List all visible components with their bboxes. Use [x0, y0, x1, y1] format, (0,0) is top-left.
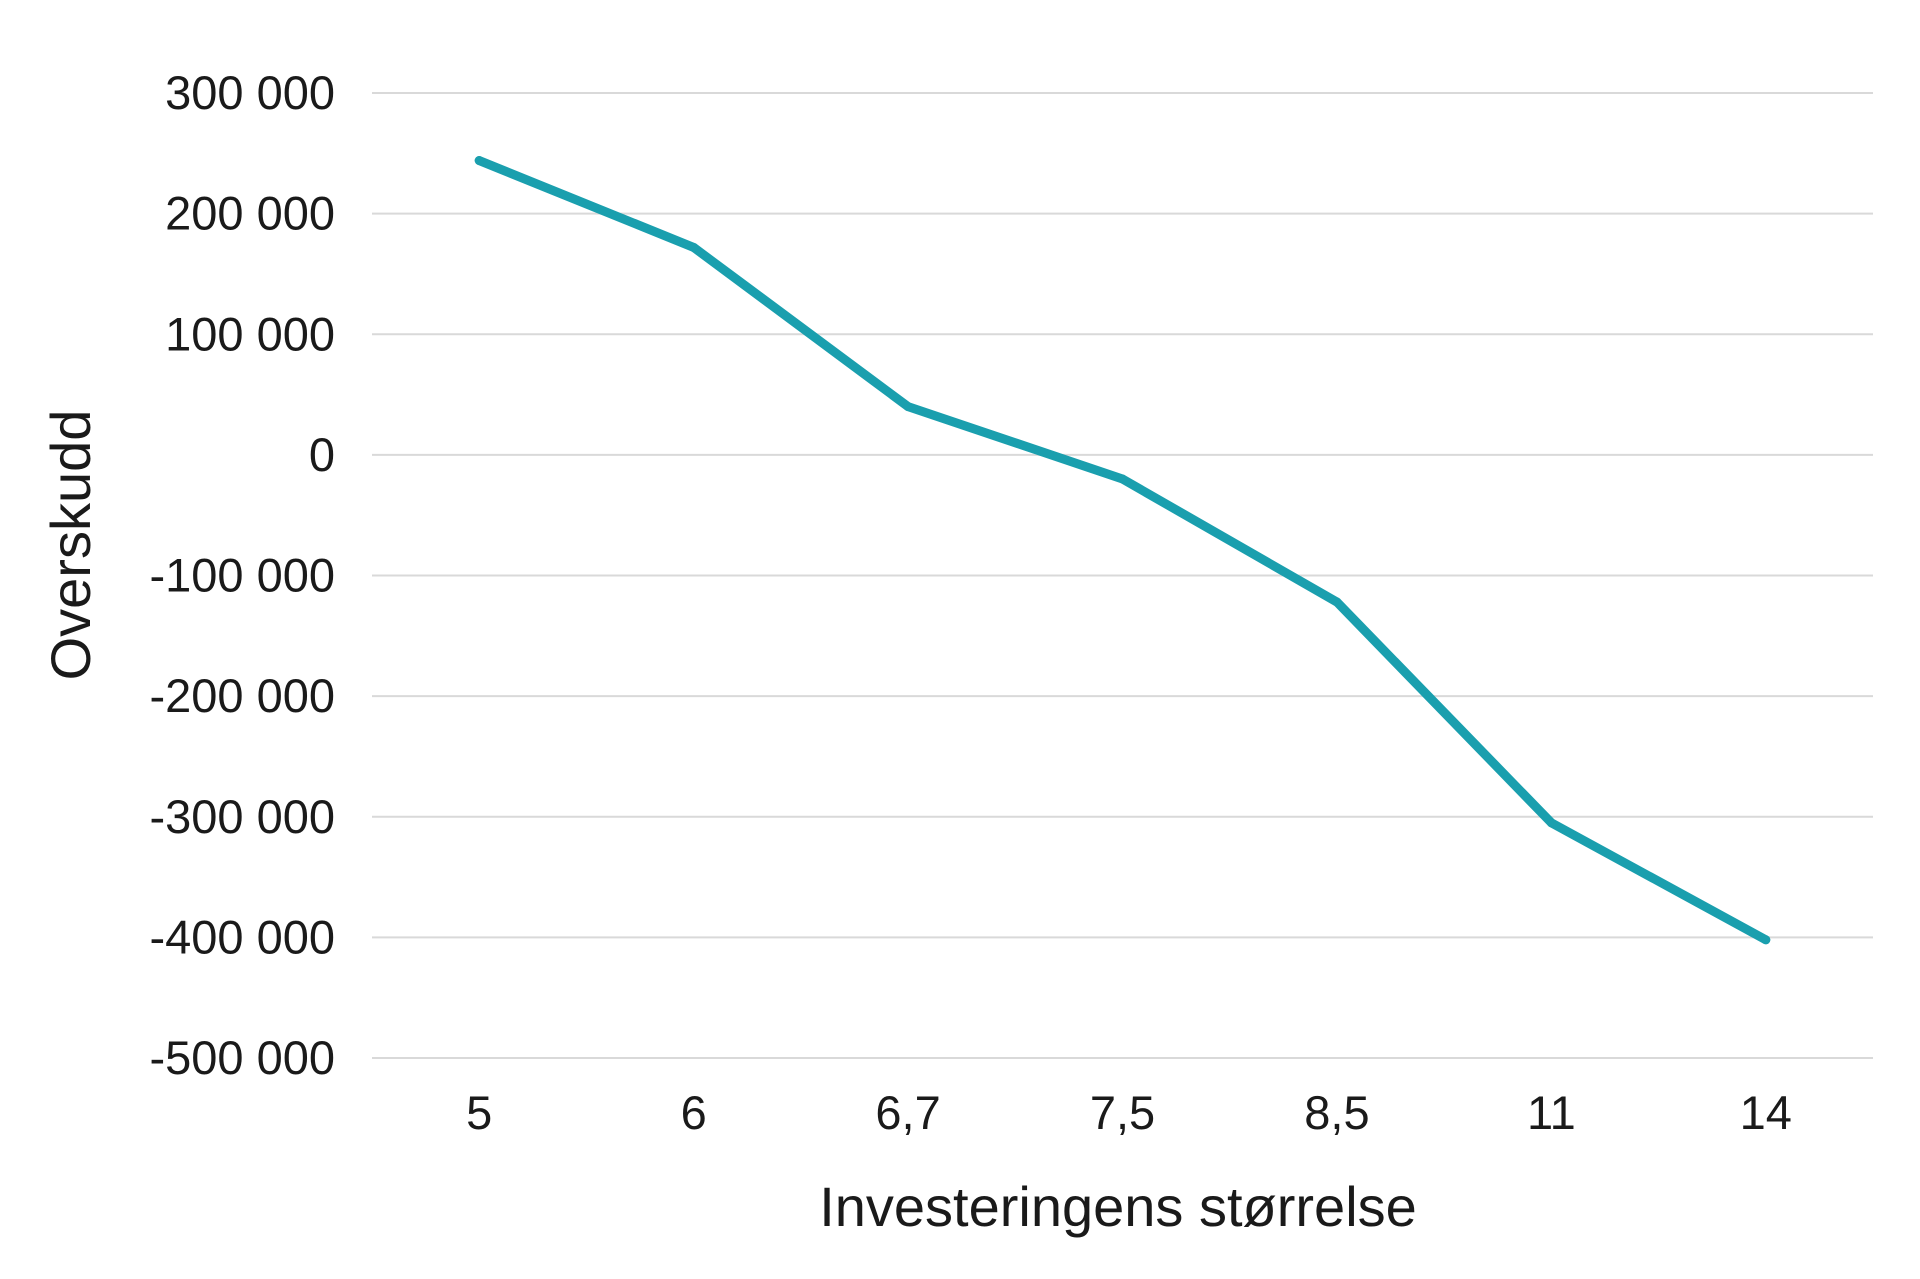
x-tick-label: 7,5: [1090, 1086, 1155, 1139]
y-axis-title: Overskudd: [39, 410, 102, 681]
data-point: [689, 242, 699, 252]
y-axis-ticks: 300 000 200 000 100 000 0 -100 000 -200 000 -3…: [149, 66, 335, 1084]
y-tick-label: 0: [309, 428, 335, 481]
y-tick-label: -400 000: [149, 910, 335, 963]
series-layer: [474, 156, 1771, 945]
data-point: [1118, 474, 1127, 484]
y-tick-label: -100 000: [149, 549, 335, 602]
series-line: [474, 156, 1771, 945]
x-tick-label: 11: [1527, 1086, 1576, 1139]
data-point: [1332, 597, 1342, 607]
x-axis-title: Investeringens størrelse: [819, 1175, 1417, 1238]
y-tick-label: -300 000: [149, 790, 335, 843]
y-tick-label: -200 000: [149, 669, 335, 722]
y-tick-label: -500 000: [149, 1031, 335, 1084]
x-tick-label: 5: [466, 1086, 492, 1139]
data-point: [1546, 818, 1556, 828]
data-point: [903, 402, 913, 412]
x-tick-label: 8,5: [1304, 1086, 1369, 1139]
x-tick-label: 14: [1740, 1086, 1792, 1139]
data-point: [474, 156, 484, 166]
x-tick-label: 6,7: [875, 1086, 940, 1139]
x-axis-ticks: 5 6 6,7 7,5 8,5 11 14: [466, 1086, 1792, 1139]
y-tick-label: 300 000: [165, 66, 335, 119]
y-tick-label: 200 000: [165, 187, 335, 240]
gridlines: [372, 92, 1873, 1059]
x-tick-label: 6: [681, 1086, 707, 1139]
y-tick-label: 100 000: [165, 307, 335, 360]
data-point: [1761, 935, 1771, 945]
